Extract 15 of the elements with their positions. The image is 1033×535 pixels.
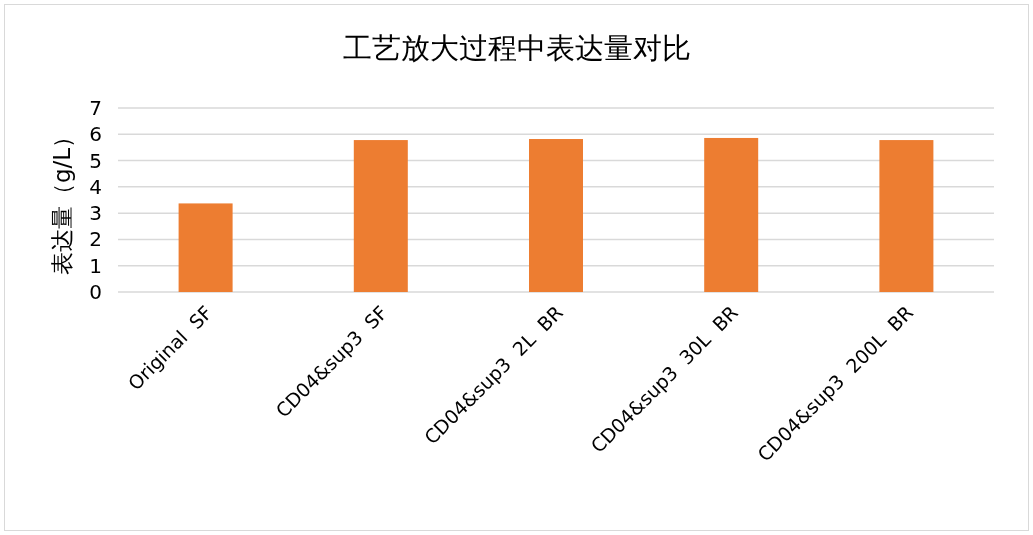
y-axis-title: 表达量（g/L） (49, 124, 75, 276)
y-tick-label: 5 (89, 148, 102, 173)
bar (529, 139, 583, 292)
y-tick-label: 3 (89, 201, 102, 226)
chart-title: 工艺放大过程中表达量对比 (342, 31, 691, 65)
y-tick-label: 6 (89, 122, 102, 147)
y-tick-label: 2 (89, 227, 102, 252)
bar (353, 140, 408, 292)
bar (178, 203, 233, 292)
y-tick-label: 7 (89, 96, 102, 120)
bar (879, 140, 934, 292)
y-tick-label: 4 (89, 174, 102, 199)
y-tick-label: 0 (89, 280, 102, 304)
bar (704, 137, 759, 292)
y-tick-label: 1 (89, 253, 102, 278)
